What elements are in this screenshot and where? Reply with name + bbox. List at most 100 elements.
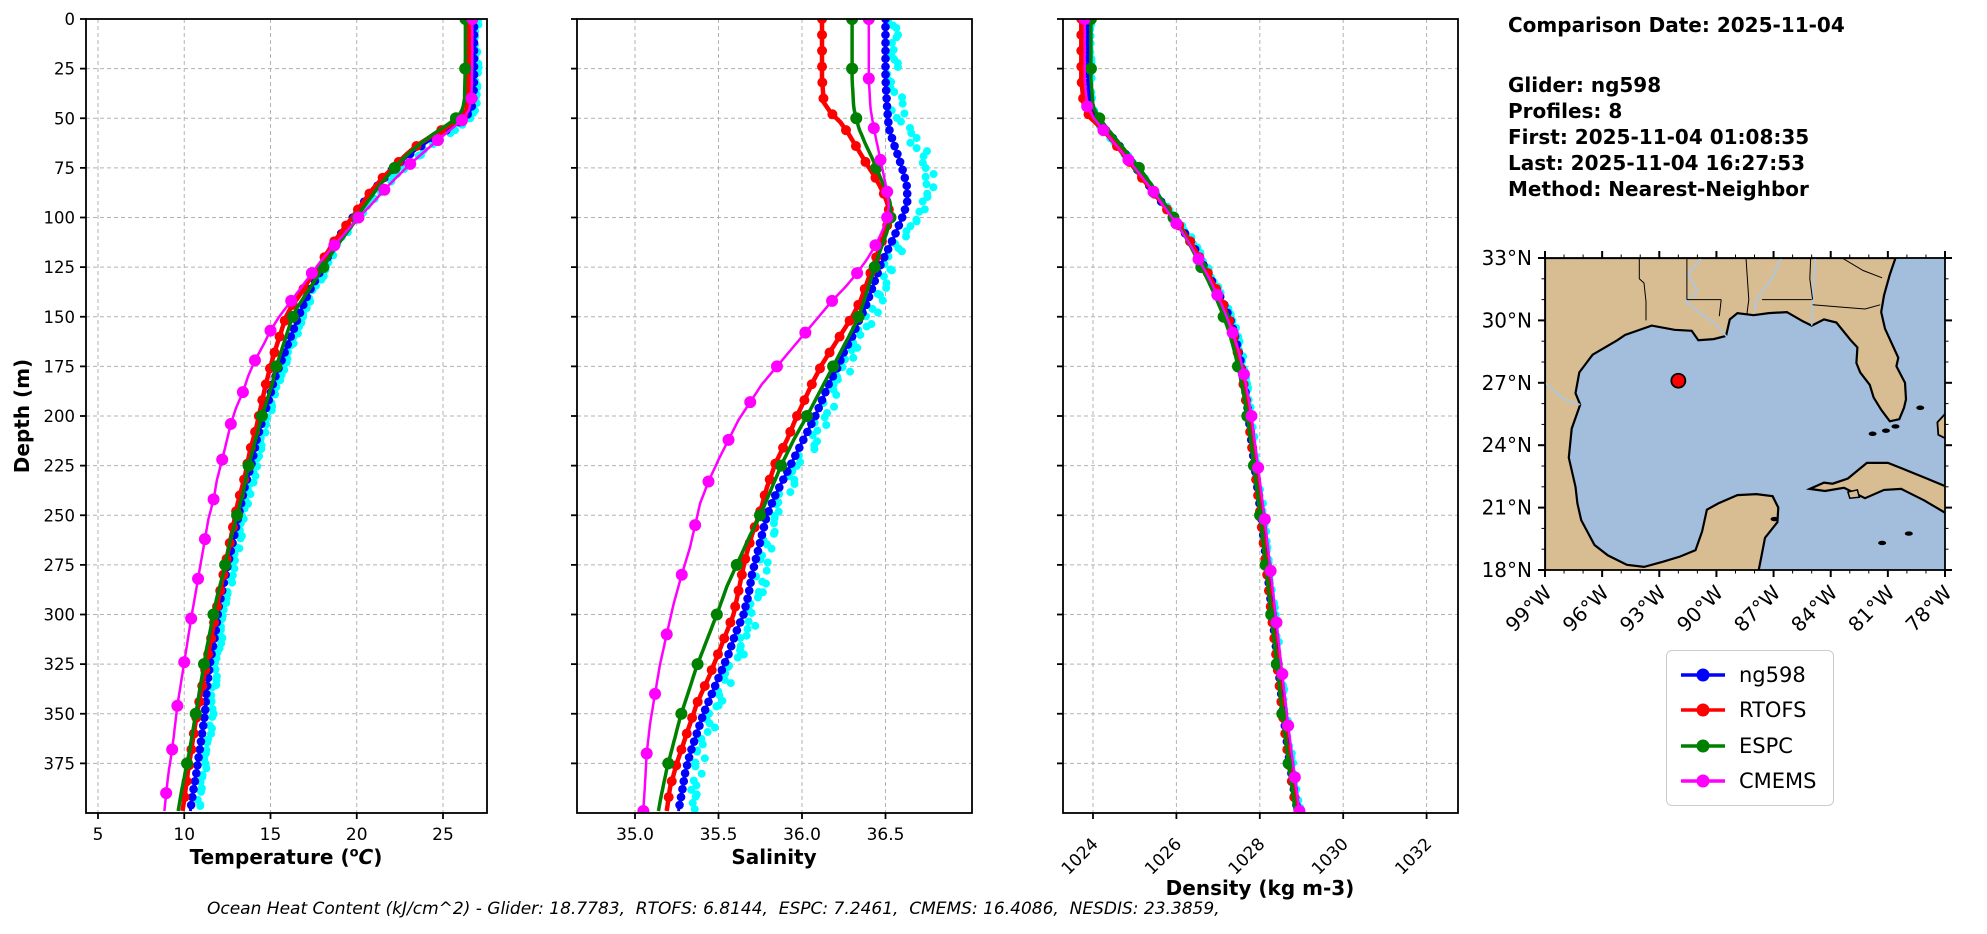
map-island-bahamas [1936, 412, 1945, 440]
x-tick-label: 1024 [1058, 834, 1103, 879]
map-state-border [1841, 258, 1883, 279]
x-tick-label: 5 [93, 825, 104, 845]
depth-tick-label: 225 [44, 457, 76, 476]
map-lon-label: 99°W [1501, 580, 1557, 636]
map-lat-label: 33°N [1482, 246, 1532, 270]
legend-line-marker-icon [1681, 703, 1725, 717]
legend-item-espc: ESPC [1679, 734, 1821, 758]
map-lat-label: 30°N [1482, 308, 1532, 332]
profiles-count-text: Profiles: 8 [1508, 99, 1623, 123]
series-ESPC [176, 19, 472, 812]
axis-ticks: 5 10 15 20 250255075100125150175200225250275… [44, 10, 454, 845]
map-lon-label: 84°W [1786, 580, 1842, 636]
depth-tick-label: 275 [44, 556, 76, 575]
info-panel: Comparison Date: 2025-11-04 Glider: ng59… [1508, 12, 1845, 202]
legend-item-rtofs: RTOFS [1679, 698, 1821, 722]
depth-tick-label: 375 [44, 754, 76, 773]
x-tick-label: 1030 [1308, 834, 1353, 879]
x-tick-label: 1032 [1391, 834, 1436, 879]
map-border [1544, 257, 1946, 571]
map-state-border [1718, 299, 1722, 317]
map-islet [1891, 424, 1900, 429]
legend-item-cmems: CMEMS [1679, 769, 1821, 793]
legend-line-marker-icon [1681, 739, 1725, 753]
series-glider-raw-scatter [1084, 19, 1305, 812]
map-lon-label: 78°W [1901, 580, 1957, 636]
series-ng598 [1083, 19, 1301, 812]
x-tick-label: 10 [173, 825, 195, 845]
map-river [1684, 258, 1728, 338]
ocean-heat-content-footer: Ocean Heat Content (kJ/cm^2) - Glider: 1… [207, 899, 1220, 919]
x-tick-label: 36.0 [783, 825, 821, 845]
celsius-symbol: C [358, 845, 374, 869]
temperature-axis-label-text: Temperature ( [189, 845, 350, 869]
x-tick-label: 35.0 [616, 825, 654, 845]
grid [86, 19, 487, 813]
depth-tick-label: 200 [44, 407, 76, 426]
series-CMEMS [1078, 19, 1306, 813]
glider-position-marker [1670, 372, 1687, 389]
map-state-border [1745, 258, 1750, 315]
map-state-border [1638, 258, 1647, 321]
grid [1063, 19, 1458, 813]
map-lon-label: 90°W [1672, 580, 1728, 636]
legend-line-marker-icon [1681, 774, 1725, 788]
legend-label: ng598 [1739, 662, 1806, 687]
map-islet [1881, 428, 1890, 433]
x-tick-label: 25 [432, 825, 454, 845]
x-tick-label: 1028 [1225, 834, 1270, 879]
series-CMEMS [160, 19, 479, 812]
depth-tick-label: 25 [54, 60, 75, 79]
legend-label: ESPC [1739, 733, 1793, 758]
series-glider-raw-scatter [687, 19, 938, 813]
first-profile-time-text: First: 2025-11-04 01:08:35 [1508, 125, 1810, 149]
map-islet [1868, 431, 1877, 436]
map-state-border [1809, 258, 1814, 300]
depth-tick-label: 75 [54, 159, 75, 178]
legend-item-ng598: ng598 [1679, 663, 1821, 687]
map-river [1545, 382, 1581, 406]
degree-superscript: o [349, 845, 359, 861]
x-tick-label: 36.5 [867, 825, 905, 845]
profile-charts: 5 10 15 20 250255075100125150175200225250275… [44, 10, 1459, 879]
series-ESPC [1084, 19, 1297, 812]
map-islet [1916, 405, 1925, 410]
glider-name-text: Glider: ng598 [1508, 73, 1662, 97]
method-text: Method: Nearest-Neighbor [1508, 177, 1809, 201]
closing-paren: ) [373, 845, 383, 869]
series-RTOFS [663, 19, 894, 812]
last-profile-time-text: Last: 2025-11-04 16:27:53 [1508, 151, 1806, 175]
map-island [1846, 489, 1861, 500]
map-lat-label: 18°N [1482, 558, 1532, 582]
map-lon-label: 93°W [1615, 580, 1671, 636]
chart-salinity: 35.0 35.5 36.0 36.5 [571, 18, 973, 845]
series-ESPC [656, 19, 897, 812]
legend-line-marker-icon [1681, 668, 1725, 682]
depth-tick-label: 150 [44, 308, 76, 327]
x-tick-label: 20 [346, 825, 368, 845]
x-tick-label: 1026 [1141, 834, 1186, 879]
map-lat-label: 27°N [1482, 371, 1532, 395]
depth-tick-label: 300 [44, 606, 76, 625]
x-tick-label: 15 [260, 825, 282, 845]
depth-axis-label: Depth (m) [10, 358, 34, 474]
depth-tick-label: 325 [44, 655, 76, 674]
depth-tick-label: 125 [44, 258, 76, 277]
map-lat-label: 21°N [1482, 496, 1532, 520]
map-lon-label: 87°W [1729, 580, 1785, 636]
map-lon-label: 96°W [1558, 580, 1614, 636]
map-land-north-america [1545, 258, 1908, 570]
depth-tick-label: 100 [44, 209, 76, 228]
map-islet [1878, 540, 1887, 546]
depth-tick-label: 250 [44, 506, 76, 525]
depth-tick-label: 50 [54, 109, 75, 128]
map-islet [1904, 531, 1913, 536]
map-river [1753, 258, 1782, 313]
axis-ticks: 35.0 35.5 36.0 36.5 [571, 18, 905, 845]
depth-tick-label: 175 [44, 357, 76, 376]
chart-density: 1024 1026 1028 1030 1032 [1057, 18, 1459, 879]
series-RTOFS [179, 19, 474, 812]
series-ng598 [675, 19, 912, 812]
